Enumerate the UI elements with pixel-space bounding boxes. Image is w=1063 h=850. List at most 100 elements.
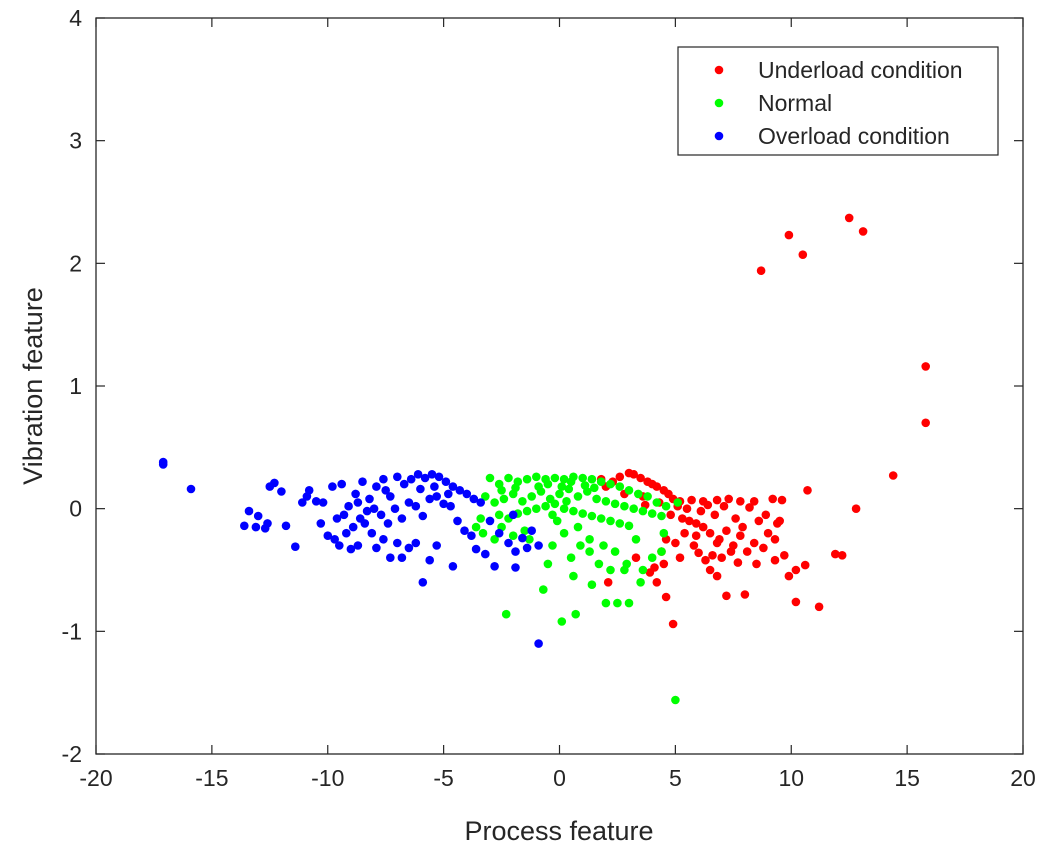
x-tick-label: -15: [195, 765, 228, 791]
point-underload-condition: [754, 516, 764, 526]
point-normal: [606, 516, 615, 526]
point-normal: [601, 598, 611, 608]
point-overload-condition: [397, 514, 407, 523]
point-overload-condition: [399, 479, 409, 489]
point-overload-condition: [342, 528, 351, 538]
point-normal: [615, 482, 625, 491]
point-normal: [476, 514, 486, 523]
point-overload-condition: [393, 472, 402, 482]
point-underload-condition: [740, 590, 750, 599]
x-tick-label: 15: [894, 765, 920, 791]
point-overload-condition: [353, 541, 363, 550]
point-normal: [566, 477, 576, 487]
point-overload-condition: [427, 470, 437, 479]
point-underload-condition: [661, 592, 671, 602]
point-normal: [587, 474, 597, 484]
legend-label: Underload condition: [758, 57, 963, 83]
point-normal: [594, 559, 604, 569]
point-overload-condition: [490, 562, 499, 571]
point-underload-condition: [763, 528, 773, 538]
point-overload-condition: [448, 562, 458, 571]
point-overload-condition: [406, 474, 416, 484]
point-underload-condition: [844, 213, 854, 223]
point-normal: [534, 482, 543, 491]
legend-box: [677, 46, 999, 156]
point-normal: [638, 565, 648, 575]
point-overload-condition: [397, 553, 407, 562]
point-overload-condition: [311, 497, 321, 506]
point-normal: [631, 535, 641, 544]
point-overload-condition: [376, 510, 386, 520]
point-overload-condition: [462, 489, 472, 499]
point-normal: [555, 489, 564, 499]
point-underload-condition: [705, 565, 715, 575]
point-overload-condition: [481, 549, 490, 559]
point-normal: [578, 509, 587, 518]
point-normal: [550, 473, 560, 483]
point-normal: [564, 484, 574, 494]
point-normal: [525, 535, 534, 544]
point-overload-condition: [323, 531, 333, 540]
point-overload-condition: [372, 482, 381, 491]
point-overload-condition: [351, 489, 360, 499]
point-normal: [504, 473, 513, 483]
point-overload-condition: [430, 482, 439, 491]
point-underload-condition: [921, 418, 930, 428]
point-overload-condition: [362, 506, 372, 516]
point-normal: [585, 535, 594, 544]
point-underload-condition: [708, 551, 717, 560]
point-normal: [657, 511, 666, 521]
point-overload-condition: [432, 492, 442, 501]
point-underload-condition: [784, 230, 794, 240]
point-normal: [587, 580, 597, 589]
point-normal: [629, 504, 638, 513]
point-underload-condition: [736, 531, 745, 540]
point-normal: [532, 504, 541, 513]
point-underload-condition: [888, 471, 898, 480]
point-overload-condition: [411, 501, 421, 511]
point-overload-condition: [330, 535, 340, 544]
point-underload-condition: [687, 495, 696, 505]
point-normal: [499, 494, 509, 504]
point-normal: [548, 510, 557, 520]
legend-marker: [714, 65, 724, 75]
point-underload-condition: [710, 510, 720, 520]
point-underload-condition: [698, 522, 708, 532]
point-normal: [636, 578, 645, 587]
point-underload-condition: [615, 472, 625, 482]
point-overload-condition: [304, 486, 314, 495]
point-overload-condition: [494, 528, 504, 538]
point-overload-condition: [534, 541, 543, 550]
point-overload-condition: [439, 499, 448, 509]
point-underload-condition: [749, 538, 759, 548]
legend-marker: [714, 98, 724, 108]
point-normal: [557, 617, 567, 626]
point-normal: [661, 501, 671, 511]
x-tick-label: -20: [79, 765, 112, 791]
point-underload-condition: [691, 519, 701, 528]
point-overload-condition: [335, 541, 344, 550]
point-normal: [573, 492, 583, 501]
y-tick-label: -2: [62, 741, 82, 767]
point-normal: [634, 489, 643, 499]
point-normal: [518, 497, 527, 506]
point-overload-condition: [476, 498, 486, 507]
point-overload-condition: [444, 489, 453, 499]
point-normal: [527, 492, 536, 501]
point-overload-condition: [298, 498, 307, 507]
point-normal: [541, 501, 550, 511]
point-underload-condition: [831, 549, 840, 559]
point-normal: [606, 565, 615, 575]
point-normal: [624, 521, 634, 531]
point-underload-condition: [712, 538, 722, 548]
point-underload-condition: [631, 553, 641, 562]
point-overload-condition: [511, 563, 520, 572]
point-overload-condition: [337, 479, 347, 489]
point-overload-condition: [420, 473, 430, 483]
point-underload-condition: [770, 555, 780, 565]
y-axis-label: Vibration feature: [18, 287, 48, 485]
point-overload-condition: [471, 544, 481, 554]
point-normal: [596, 514, 606, 523]
point-normal: [559, 474, 569, 484]
